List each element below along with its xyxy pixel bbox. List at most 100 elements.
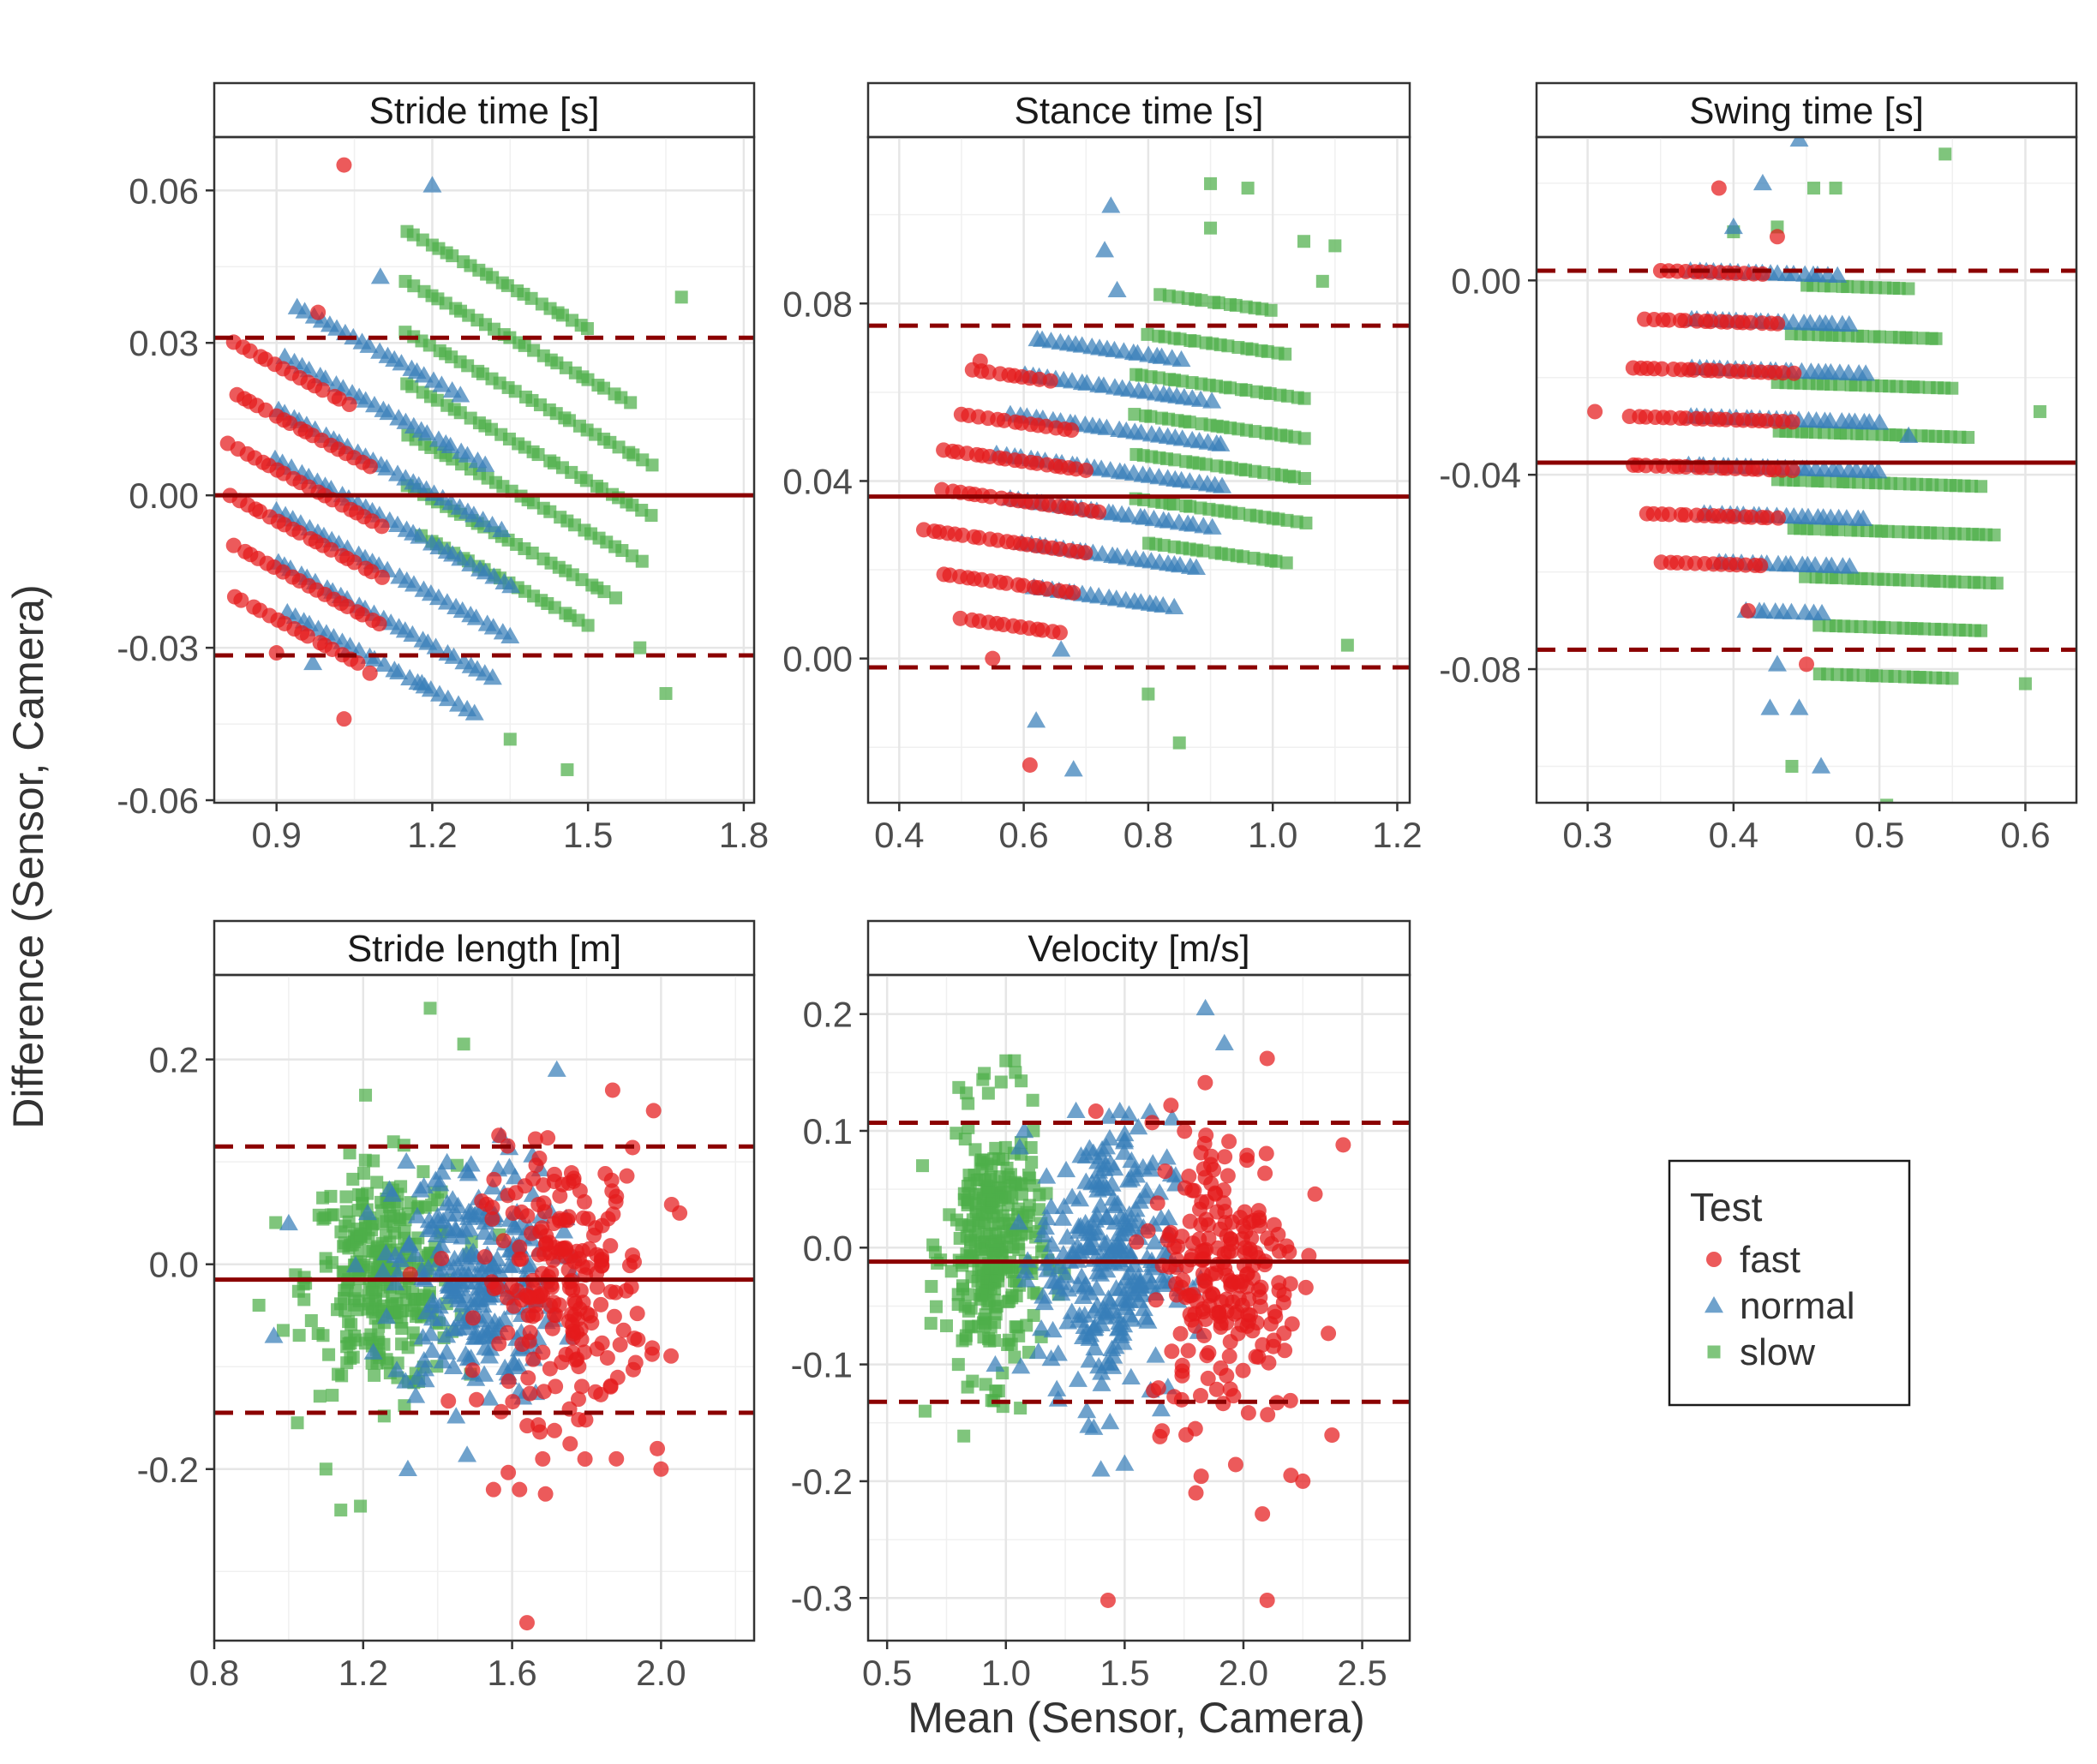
point-fast [1196,1327,1213,1343]
point-fast [485,1481,501,1498]
point-slow [486,271,500,284]
point-normal [447,1279,467,1296]
y-tick-label: 0.2 [803,995,853,1035]
point-fast [626,1330,643,1347]
strip-background [213,81,756,139]
point-fast [546,1422,562,1438]
point-normal [1091,1196,1111,1213]
x-tick-label: 1.0 [1248,815,1297,855]
point-slow [508,385,522,398]
point-fast [1250,1348,1267,1365]
x-axis-title: Mean (Sensor, Camera) [908,1694,1365,1742]
point-fast [512,1239,528,1255]
point-slow [446,249,459,263]
point-slow [1022,1169,1035,1182]
point-normal [1123,1310,1142,1327]
point-fast [1784,463,1800,479]
point-normal [295,302,315,319]
panel-border [1535,135,2078,804]
point-fast [1168,1276,1184,1292]
point-normal [1752,173,1772,191]
point-slow [548,601,561,614]
point-fast [1157,1163,1173,1180]
point-normal [392,354,411,371]
point-fast [1207,1265,1224,1282]
point-slow [1212,296,1225,310]
point-slow [354,1499,368,1513]
point-slow [999,1054,1013,1067]
point-fast [1140,1223,1156,1239]
point-fast [299,628,315,644]
point-fast [558,1240,574,1256]
point-normal [1110,1101,1129,1119]
y-axis-title: Difference (Sensor, Camera) [4,584,52,1128]
point-slow [1815,571,1829,584]
point-normal [1069,1222,1089,1239]
point-fast [582,1307,598,1324]
point-slow [338,1265,351,1279]
point-fast [531,1150,548,1166]
point-slow [1141,327,1154,341]
point-slow [983,1334,997,1348]
point-slow [316,1212,330,1226]
point-fast [542,1297,559,1313]
data-points [219,157,688,776]
point-fast [500,1373,517,1390]
point-slow [926,1238,940,1252]
point-normal [554,1222,574,1239]
point-slow [297,1293,311,1307]
point-fast [972,353,988,369]
point-slow [387,1209,401,1223]
point-slow [633,641,647,655]
point-normal [414,366,434,383]
point-slow [345,1318,358,1331]
point-fast [570,1391,586,1408]
point-fast [1204,1286,1220,1302]
point-slow [1269,554,1283,568]
point-slow [1929,332,1943,345]
point-normal [1165,597,1184,614]
point-slow [957,1429,971,1443]
point-fast [1180,1342,1196,1359]
point-slow [1818,475,1832,488]
point-slow [1239,383,1253,397]
point-fast [1217,1149,1233,1165]
point-slow [981,1086,995,1100]
point-normal [483,618,503,635]
point-slow [1176,374,1189,388]
point-normal [1135,1308,1155,1325]
point-slow [1855,427,1869,440]
point-slow [1010,1289,1023,1303]
point-slow [1020,1205,1034,1219]
point-fast [1742,314,1758,331]
point-slow [1807,522,1821,535]
point-slow [405,380,419,393]
legend-key-fast [1706,1252,1722,1267]
point-normal [358,1203,378,1221]
point-fast [484,1211,500,1227]
point-slow [334,1504,348,1517]
point-slow [292,1329,306,1342]
point-slow [1188,334,1201,348]
point-slow [1987,528,2001,541]
point-slow [338,1236,351,1250]
point-fast [268,645,285,661]
point-slow [395,1322,409,1336]
point-fast [1283,1468,1299,1484]
point-normal [1034,1293,1054,1311]
reference-lines [1537,268,2076,652]
point-normal [1159,1208,1178,1226]
point-normal [345,1255,365,1273]
point-normal [444,647,464,664]
point-slow [581,619,595,632]
point-fast [1255,1506,1271,1522]
series-fast [219,157,390,727]
point-fast [500,1464,517,1480]
point-slow [332,1367,345,1381]
point-fast [530,1417,547,1433]
point-normal [1115,1454,1135,1471]
point-fast [1201,1344,1217,1360]
point-normal [416,1302,436,1320]
point-fast [627,1354,644,1371]
